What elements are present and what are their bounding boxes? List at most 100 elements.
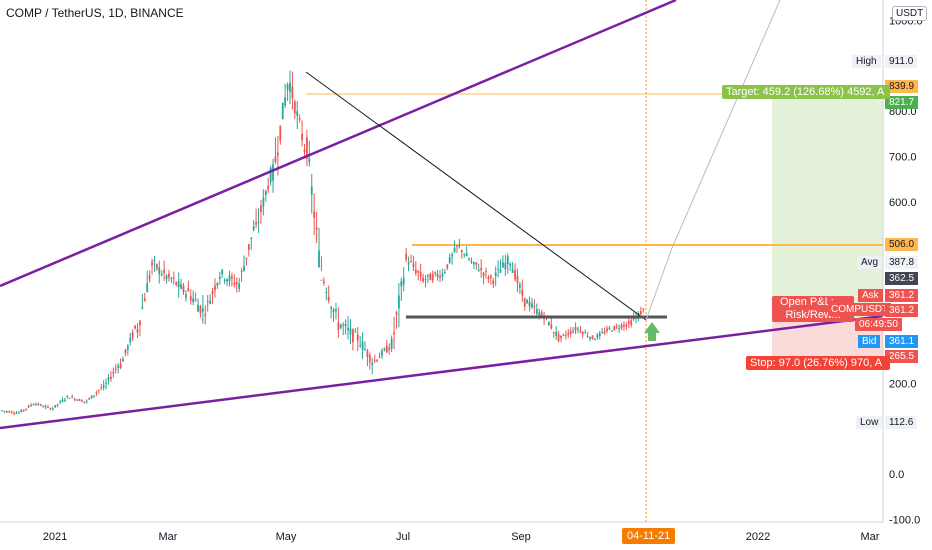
candle-body bbox=[250, 237, 253, 239]
candle-body bbox=[381, 350, 383, 356]
countdown-badge: 06:49:50 bbox=[855, 318, 902, 331]
candle-body bbox=[557, 334, 560, 341]
candle-body bbox=[255, 222, 257, 225]
candle-body bbox=[100, 387, 103, 389]
level-839-badge: 839.9 bbox=[885, 80, 919, 93]
candle-body bbox=[83, 401, 86, 403]
candle-body bbox=[359, 345, 362, 347]
candle-body bbox=[555, 331, 558, 336]
candle-body bbox=[223, 279, 226, 281]
target-zone bbox=[772, 94, 883, 320]
candle-body bbox=[146, 283, 149, 293]
candle-body bbox=[194, 299, 197, 301]
candle-body bbox=[502, 262, 504, 268]
stop-label[interactable]: Stop: 97.0 (26.76%) 970, A bbox=[746, 356, 890, 370]
candle-body bbox=[410, 261, 412, 263]
symbol-title: COMP / TetherUS, 1D, BINANCE bbox=[6, 6, 184, 20]
candle-body bbox=[349, 328, 352, 335]
currency-box[interactable]: USDT bbox=[892, 6, 928, 21]
candle-body bbox=[124, 349, 127, 353]
candle-body bbox=[453, 247, 456, 252]
current-date-badge: 04-11-21 bbox=[622, 528, 676, 544]
target-label[interactable]: Target: 459.2 (126.68%) 4592, A bbox=[722, 85, 890, 99]
candle-body bbox=[209, 300, 212, 304]
candle-body bbox=[434, 272, 437, 274]
candle-body bbox=[211, 291, 214, 294]
candle-body bbox=[538, 312, 541, 316]
candle-body bbox=[73, 398, 76, 400]
candle-body bbox=[414, 269, 417, 274]
candle-body bbox=[339, 324, 342, 328]
candle-body bbox=[388, 347, 391, 350]
lower-trendline bbox=[0, 314, 884, 430]
candle-body bbox=[131, 332, 134, 338]
candle-body bbox=[533, 306, 536, 308]
candle-body bbox=[136, 329, 139, 333]
candle-body bbox=[3, 410, 6, 412]
candle-body bbox=[90, 395, 93, 399]
candle-body bbox=[272, 164, 274, 181]
candle-body bbox=[64, 399, 66, 401]
candle-body bbox=[218, 277, 221, 280]
candle-body bbox=[238, 283, 241, 289]
candle-body bbox=[540, 312, 543, 316]
candle-body bbox=[231, 276, 233, 279]
candle-body bbox=[560, 335, 562, 339]
candle-body bbox=[618, 328, 620, 330]
time-tick-label: Mar bbox=[159, 531, 178, 543]
candle-body bbox=[489, 275, 492, 279]
risk-reward-label: Risk/Rew... bbox=[785, 309, 841, 321]
candle-body bbox=[494, 272, 497, 277]
candle-body bbox=[281, 102, 284, 119]
candle-body bbox=[405, 253, 408, 260]
candle-body bbox=[13, 413, 15, 415]
candle-body bbox=[293, 101, 296, 114]
candle-body bbox=[134, 325, 136, 329]
candle-body bbox=[439, 276, 441, 279]
candle-body bbox=[296, 111, 299, 116]
level-265-badge: 265.5 bbox=[885, 350, 919, 363]
candle-body bbox=[642, 308, 645, 310]
candle-body bbox=[85, 400, 88, 402]
candle-body bbox=[424, 279, 427, 281]
candle-body bbox=[332, 309, 335, 313]
candle-body bbox=[564, 334, 567, 337]
candle-body bbox=[327, 296, 330, 301]
candle-body bbox=[298, 118, 301, 120]
candle-body bbox=[550, 324, 553, 329]
candles bbox=[1, 70, 645, 416]
candle-body bbox=[122, 358, 124, 362]
candle-body bbox=[143, 298, 146, 302]
candle-body bbox=[463, 254, 466, 256]
candle-body bbox=[402, 278, 405, 285]
candle-body bbox=[284, 97, 287, 106]
candle-body bbox=[639, 311, 642, 315]
candle-body bbox=[49, 408, 52, 410]
candle-body bbox=[119, 363, 122, 368]
candle-body bbox=[42, 406, 45, 408]
candle-body bbox=[155, 264, 158, 269]
candle-body bbox=[199, 306, 202, 314]
candle-body bbox=[511, 269, 514, 273]
candle-body bbox=[477, 269, 480, 271]
candle-body bbox=[185, 294, 187, 298]
candle-body bbox=[509, 263, 512, 266]
candle-body bbox=[286, 84, 289, 90]
candle-body bbox=[80, 400, 83, 402]
avg-label: Avg bbox=[857, 256, 883, 269]
candle-body bbox=[419, 271, 422, 277]
candle-body bbox=[393, 332, 395, 335]
candle-body bbox=[441, 274, 444, 277]
time-tick-label: 2022 bbox=[746, 531, 770, 543]
candle-body bbox=[187, 288, 190, 292]
candle-body bbox=[603, 331, 606, 334]
candle-body bbox=[514, 270, 516, 280]
low-value: 112.6 bbox=[885, 416, 918, 429]
price-tick-label: 200.0 bbox=[889, 378, 917, 390]
candle-body bbox=[54, 405, 57, 408]
candle-body bbox=[480, 267, 483, 270]
candle-body bbox=[306, 137, 308, 159]
candle-body bbox=[625, 324, 628, 327]
candle-body bbox=[252, 226, 255, 231]
